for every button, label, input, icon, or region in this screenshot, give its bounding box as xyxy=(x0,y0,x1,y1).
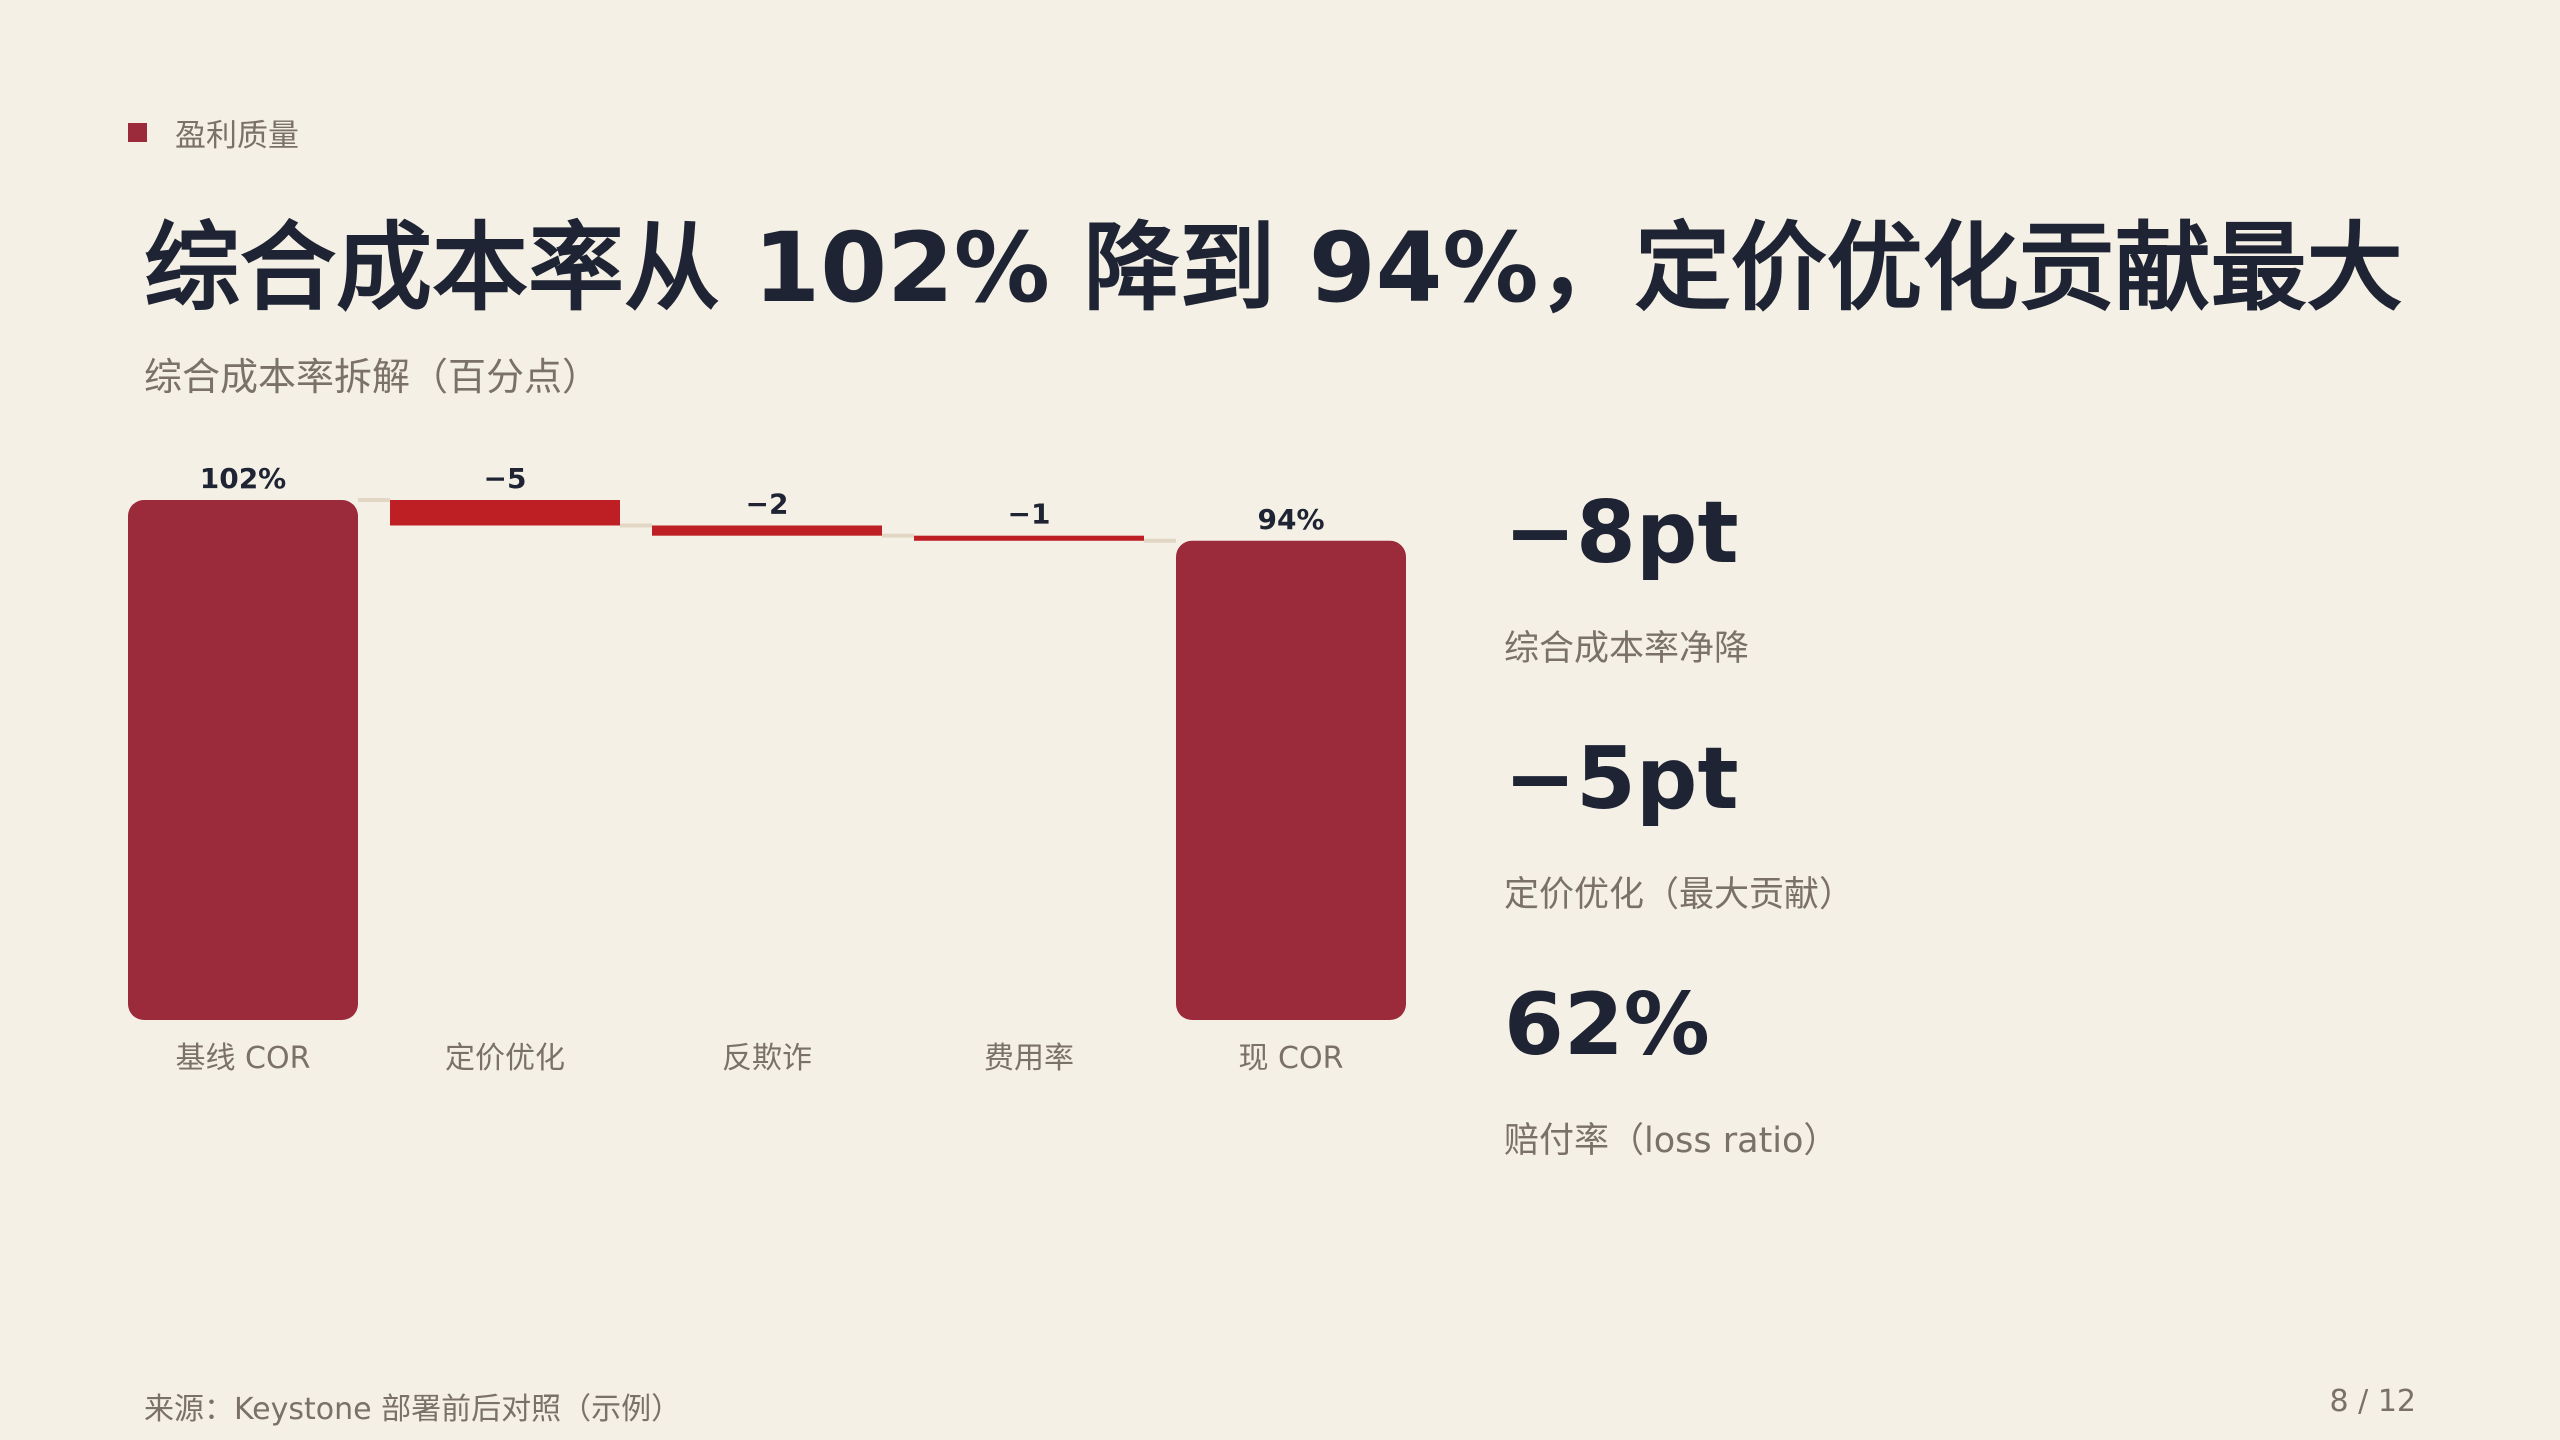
waterfall-chart: 102% 基线 COR −5 定价优化 −2 反欺诈 −1 费用率 94% 现 COR xyxy=(128,462,1406,1076)
footer-source: 来源：Keystone 部署前后对照（示例） xyxy=(144,1392,682,1427)
kpi-label: 赔付率（loss ratio） xyxy=(1504,1121,1839,1161)
delta-bar xyxy=(652,525,882,536)
category-label: 基线 COR xyxy=(176,1041,311,1076)
page-title: 综合成本率从 102% 降到 94%，定价优化贡献最大 xyxy=(144,212,2403,324)
category-label: 现 COR xyxy=(1239,1041,1344,1076)
chart-subtitle: 综合成本率拆解（百分点） xyxy=(144,355,601,399)
page-number: 8 / 12 xyxy=(2329,1384,2416,1419)
kpi-loss-ratio: 62% 赔付率（loss ratio） xyxy=(1504,982,2404,1218)
data-label: −2 xyxy=(746,487,789,520)
kpi-label: 综合成本率净降 xyxy=(1504,629,1750,669)
kpi-value: −5pt xyxy=(1504,729,1739,829)
data-label: −5 xyxy=(484,462,527,495)
section-marker-icon xyxy=(128,123,147,142)
kpi-value: 62% xyxy=(1504,975,1710,1075)
kpi-label: 定价优化（最大贡献） xyxy=(1504,875,1855,915)
data-label: 94% xyxy=(1257,503,1324,536)
kpi-panel: −8pt 综合成本率净降 −5pt 定价优化（最大贡献） 62% 赔付率（los… xyxy=(1504,480,2404,1218)
total-bar xyxy=(1176,540,1406,1020)
data-label: 102% xyxy=(200,462,287,495)
category-label: 费用率 xyxy=(984,1041,1074,1076)
kpi-value: −8pt xyxy=(1504,483,1739,583)
data-label: −1 xyxy=(1008,498,1051,531)
delta-bar xyxy=(390,500,620,526)
total-bar xyxy=(128,500,358,1020)
kpi-net-reduction: −8pt 综合成本率净降 xyxy=(1504,490,2404,726)
section-tag: 盈利质量 xyxy=(128,110,299,155)
kpi-pricing-contribution: −5pt 定价优化（最大贡献） xyxy=(1504,736,2404,972)
section-tag-label: 盈利质量 xyxy=(175,118,299,154)
category-label: 定价优化 xyxy=(445,1041,565,1076)
delta-bar xyxy=(914,535,1144,541)
category-label: 反欺诈 xyxy=(722,1041,812,1076)
